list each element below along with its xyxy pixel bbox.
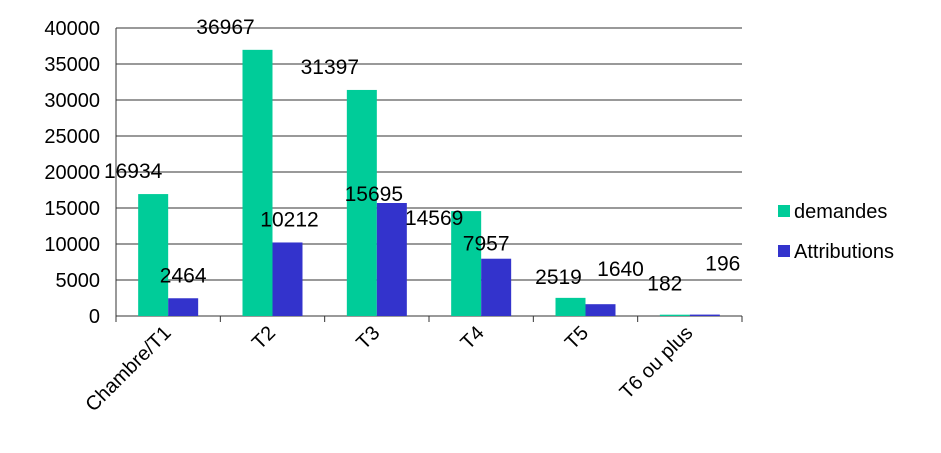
y-tick-label: 0 — [89, 306, 100, 328]
y-tick-label: 25000 — [44, 126, 100, 148]
x-tick-label: T3 — [352, 322, 384, 354]
bars — [138, 49, 720, 317]
bar-attributions — [585, 304, 616, 316]
data-label: 16934 — [104, 160, 163, 183]
y-tick-label: 10000 — [44, 234, 100, 256]
data-label: 196 — [705, 253, 740, 276]
bar-demandes — [659, 314, 690, 316]
y-tick-label: 15000 — [44, 198, 100, 220]
bar-attributions — [272, 242, 303, 316]
data-label: 182 — [647, 273, 682, 296]
data-label: 31397 — [301, 56, 359, 79]
x-tick-label: T5 — [561, 322, 593, 354]
x-tick-label: T4 — [457, 322, 489, 354]
x-tick-label: Chambre/T1 — [82, 322, 176, 416]
data-label: 36967 — [196, 16, 254, 39]
legend-swatch-attributions — [778, 245, 790, 257]
y-tick-label: 30000 — [44, 90, 100, 112]
y-tick-label: 5000 — [56, 270, 101, 292]
bar-attributions — [481, 258, 512, 316]
data-label: 7957 — [463, 233, 510, 256]
bar-attributions — [689, 314, 720, 316]
data-label: 10212 — [260, 208, 318, 231]
legend: demandes Attributions — [778, 201, 894, 263]
bar-demandes — [346, 89, 377, 317]
axes — [115, 28, 743, 322]
x-tick-label: T2 — [248, 322, 280, 354]
data-label: 15695 — [345, 183, 403, 206]
y-tick-label: 20000 — [44, 162, 100, 184]
data-label: 14569 — [405, 207, 463, 230]
data-label: 1640 — [597, 258, 644, 281]
y-tick-label: 40000 — [44, 18, 100, 40]
bar-demandes — [138, 194, 169, 316]
bar-demandes — [451, 211, 482, 316]
legend-label: Attributions — [794, 241, 894, 263]
bar-attributions — [376, 202, 407, 316]
legend-label: demandes — [794, 201, 887, 223]
x-tick-label: T6 ou plus — [616, 322, 698, 404]
bar-attributions — [168, 298, 199, 316]
legend-swatch-demandes — [778, 205, 790, 217]
data-label: 2464 — [160, 264, 207, 287]
data-label: 2519 — [535, 266, 582, 289]
gridlines — [116, 27, 742, 281]
bar-demandes — [242, 49, 273, 317]
y-tick-label: 35000 — [44, 54, 100, 76]
bar-demandes — [555, 297, 586, 316]
